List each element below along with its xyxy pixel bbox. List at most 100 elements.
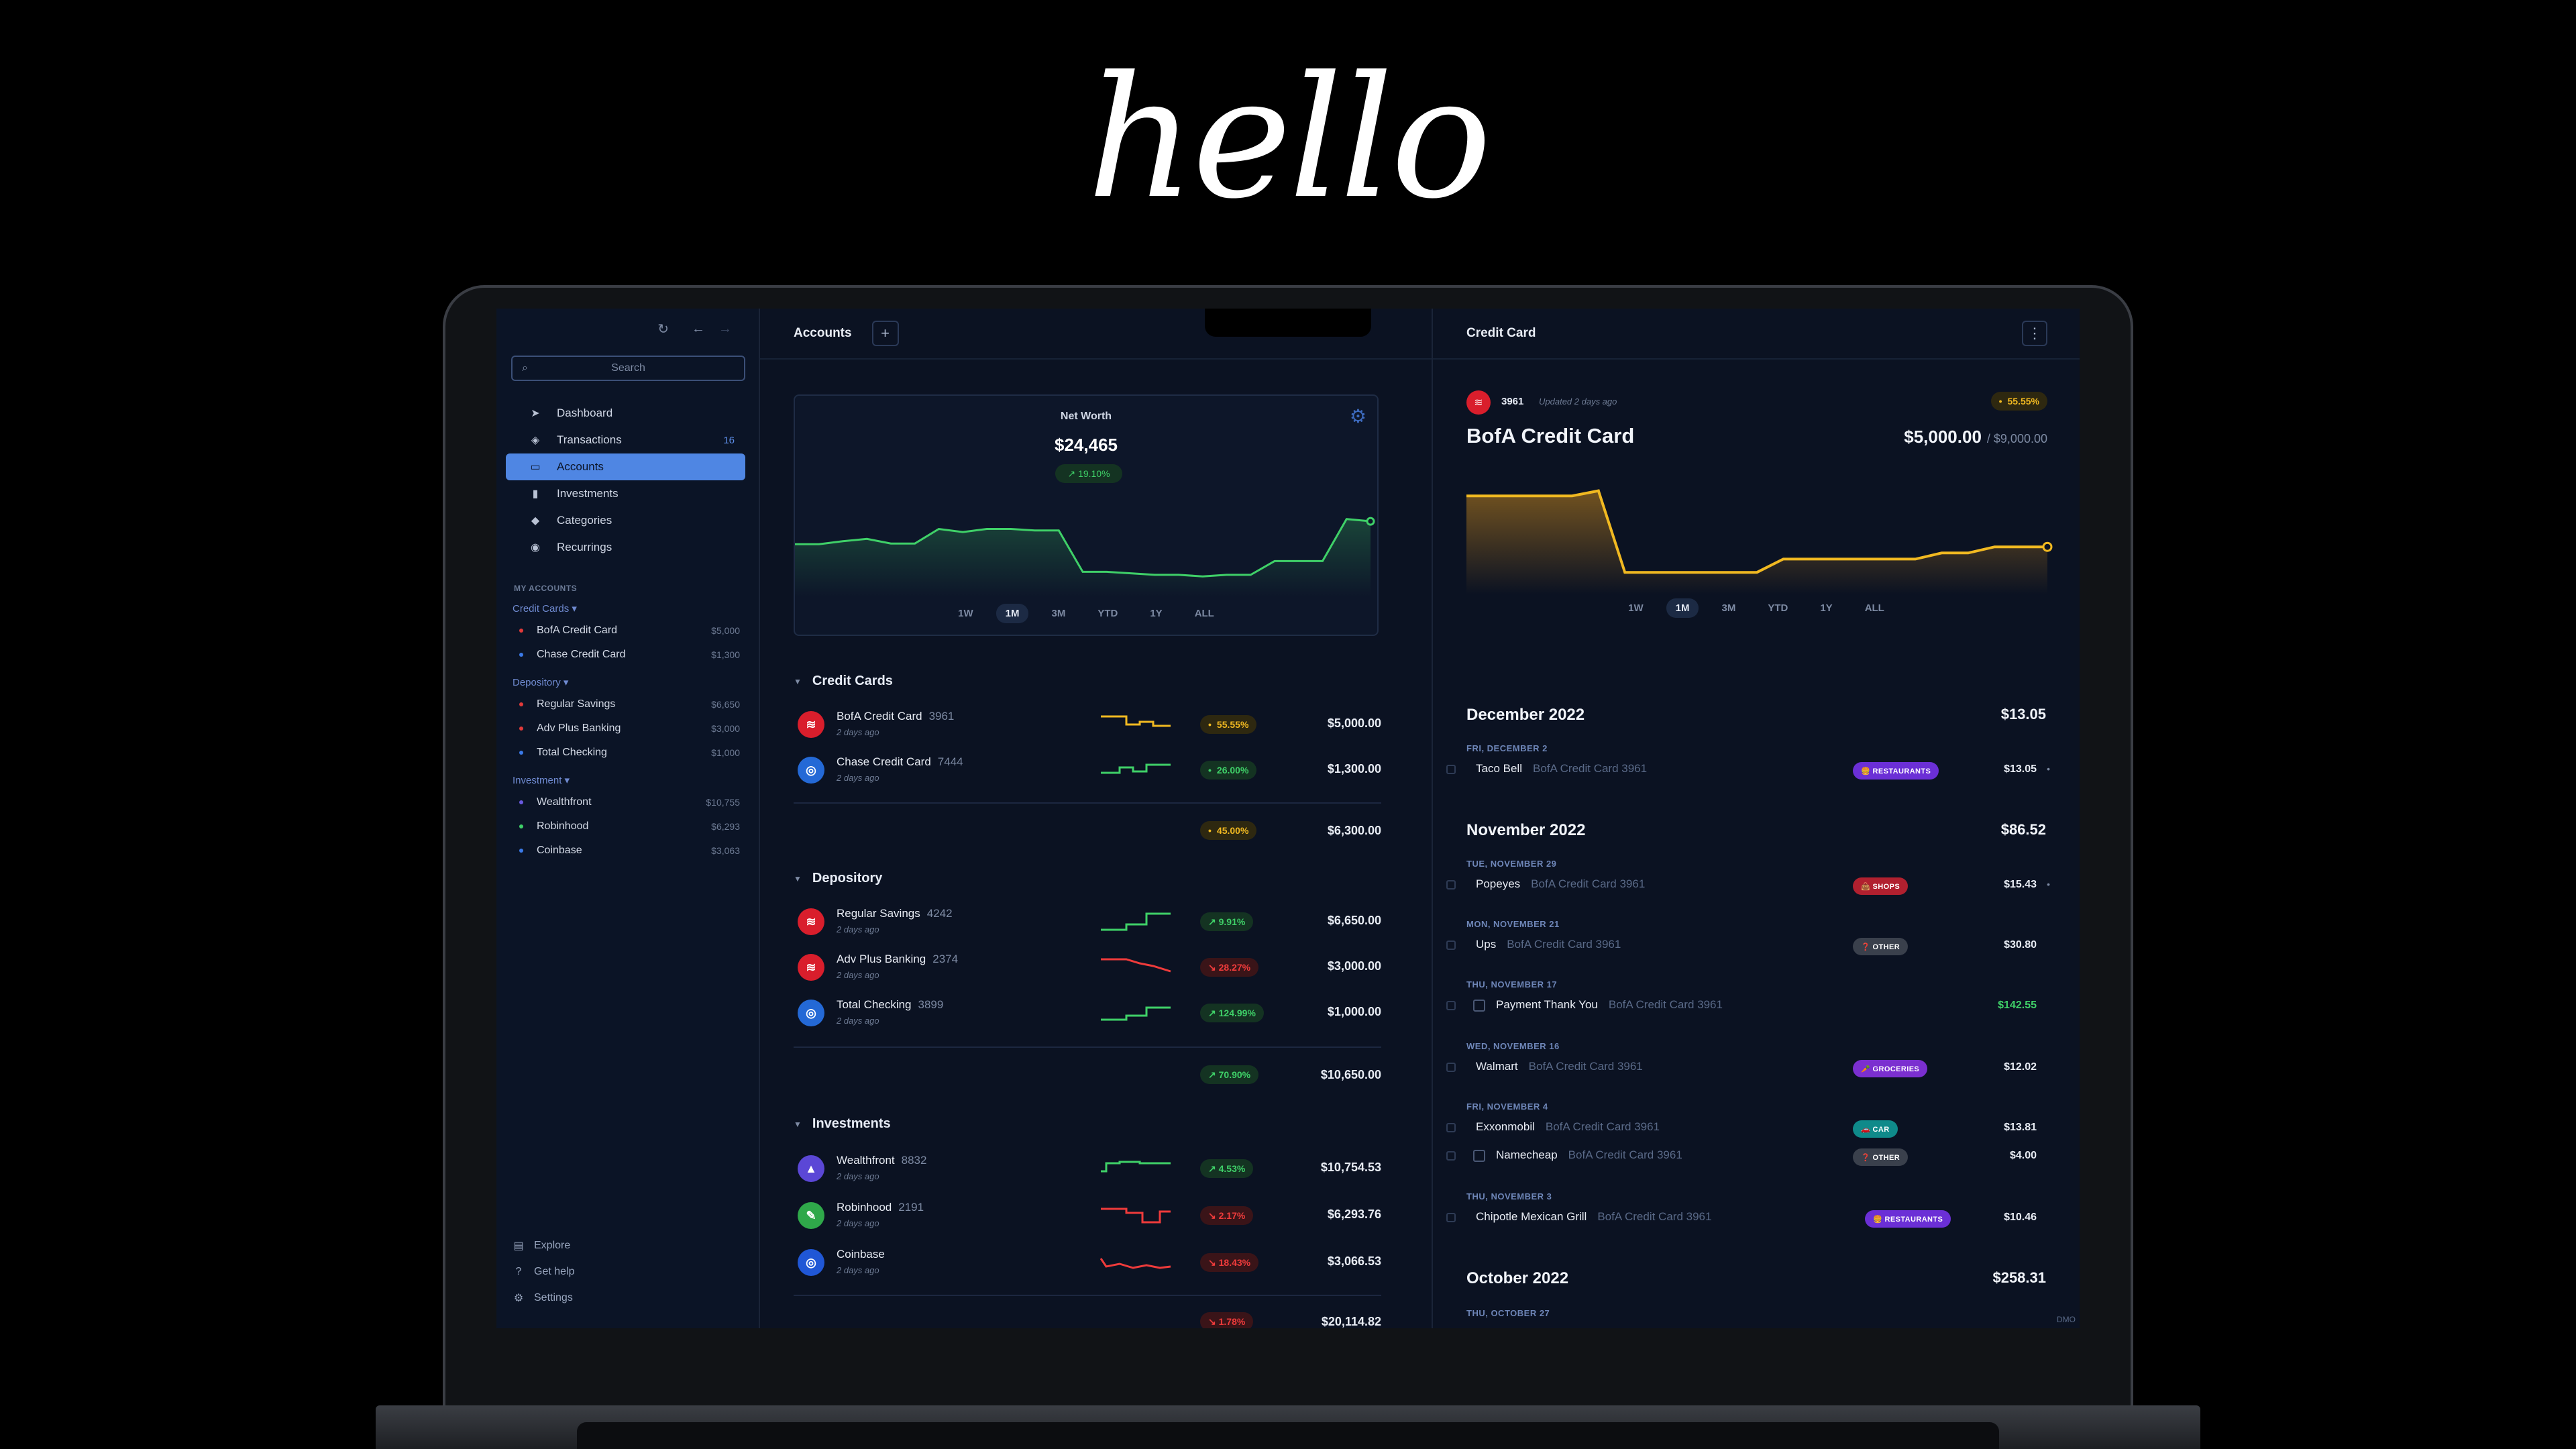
checkbox[interactable] <box>1446 941 1456 950</box>
nav-item-accounts[interactable]: ▭ Accounts <box>506 453 745 480</box>
account-name: BofA Credit Card 3961 <box>837 710 955 722</box>
category-tag[interactable]: 🍔 RESTAURANTS <box>1865 1210 1951 1228</box>
section-total: ↘ 1.78% $20,114.82 <box>1200 1308 1381 1328</box>
nav-item-categories[interactable]: ◆ Categories <box>506 507 745 534</box>
gear-icon[interactable]: ⚙ <box>1349 406 1366 427</box>
refresh-icon[interactable]: ↻ <box>657 321 669 337</box>
transaction-row[interactable]: Ups BofA Credit Card 3961 ❓ OTHER $30.80 <box>1446 934 2054 958</box>
transaction-row[interactable]: Payment Thank You BofA Credit Card 3961 $… <box>1446 994 2054 1018</box>
forward-arrow-icon[interactable]: → <box>718 321 732 336</box>
category-tag[interactable]: 👜 SHOPS <box>1853 877 1909 895</box>
account-value: $6,650.00 <box>1327 914 1381 927</box>
checkbox[interactable] <box>1446 1001 1456 1010</box>
explore-link[interactable]: ▤ Explore <box>513 1239 571 1252</box>
account-value: $3,066.53 <box>1327 1254 1381 1268</box>
bofa-logo-icon: ≋ <box>798 711 824 738</box>
account-row[interactable]: ≋ Adv Plus Banking 2374 2 days ago ↘ 28.2… <box>798 949 1381 989</box>
account-dot <box>519 751 523 755</box>
sidebar-account-wealthfront[interactable]: Wealthfront $10,755 <box>496 790 759 814</box>
nav-item-dashboard[interactable]: ➤ Dashboard <box>506 400 745 427</box>
account-row[interactable]: ◎ Coinbase 2 days ago ↘ 18.43% $3,066.53 <box>798 1244 1381 1284</box>
get-help-link[interactable]: ? Get help <box>513 1258 575 1285</box>
back-arrow-icon[interactable]: ← <box>692 321 705 336</box>
category-tag[interactable]: 🍔 RESTAURANTS <box>1853 762 1939 780</box>
account-row[interactable]: ✎ Robinhood 2191 2 days ago ↘ 2.17% $6,29… <box>798 1197 1381 1237</box>
account-value: $5,000.00 <box>1327 716 1381 730</box>
chevron-down-icon: ▼ <box>794 873 802 883</box>
range-1y[interactable]: 1Y <box>1150 608 1163 619</box>
category-tag[interactable]: 🚗 CAR <box>1853 1120 1898 1138</box>
sidebar-account-coinbase[interactable]: Coinbase $3,063 <box>496 839 759 863</box>
transaction-name: Ups BofA Credit Card 3961 <box>1476 938 1621 951</box>
checkbox[interactable] <box>1446 765 1456 774</box>
transaction-amount: $12.02 <box>2004 1061 2037 1073</box>
nav-item-label: Dashboard <box>557 407 613 419</box>
nav-item-transactions[interactable]: ◈ Transactions 16 <box>506 427 745 453</box>
section-depository[interactable]: ▼ Depository <box>794 871 883 885</box>
range-all[interactable]: ALL <box>1864 602 1884 614</box>
account-row[interactable]: ◎ Total Checking 3899 2 days ago ↗ 124.99… <box>798 994 1381 1034</box>
category-tag[interactable]: ❓ OTHER <box>1853 1148 1909 1166</box>
bar-chart-icon: ▮ <box>532 488 539 500</box>
range-1y[interactable]: 1Y <box>1820 602 1833 614</box>
range-1w[interactable]: 1W <box>1628 602 1644 614</box>
sidebar-account-regular-savings[interactable]: Regular Savings $6,650 <box>496 692 759 716</box>
checkbox[interactable] <box>1446 1213 1456 1222</box>
sidebar-account-adv-plus[interactable]: Adv Plus Banking $3,000 <box>496 716 759 741</box>
account-name: Regular Savings 4242 <box>837 907 953 920</box>
account-row[interactable]: ▲ Wealthfront 8832 2 days ago ↗ 4.53% $10… <box>798 1150 1381 1190</box>
group-depository[interactable]: Depository ▾ <box>513 677 569 688</box>
sidebar-account-total-checking[interactable]: Total Checking $1,000 <box>496 741 759 765</box>
group-investment[interactable]: Investment ▾ <box>513 775 570 786</box>
range-3m[interactable]: 3M <box>1051 608 1066 619</box>
main-nav: ➤ Dashboard ◈ Transactions 16 ▭ Accounts… <box>496 400 759 561</box>
range-3m[interactable]: 3M <box>1721 602 1736 614</box>
sidebar-footer: ▤ Explore ? Get help ⚙ Settings <box>513 1232 574 1311</box>
more-options-button[interactable]: ⋮ <box>2022 321 2047 346</box>
nav-item-label: Accounts <box>557 460 604 473</box>
account-value: $3,000.00 <box>1327 959 1381 973</box>
chevron-down-icon: ▼ <box>794 676 802 686</box>
checkbox[interactable] <box>1446 1123 1456 1132</box>
sidebar-account-bofa-credit[interactable]: BofA Credit Card $5,000 <box>496 619 759 643</box>
section-investments[interactable]: ▼ Investments <box>794 1116 891 1131</box>
range-1w[interactable]: 1W <box>958 608 973 619</box>
balance-endpoint <box>2042 541 2053 552</box>
gear-icon: ⚙ <box>513 1292 524 1304</box>
range-1m[interactable]: 1M <box>1666 598 1699 618</box>
account-row[interactable]: ≋ BofA Credit Card 3961 2 days ago • 55.55… <box>798 706 1381 746</box>
settings-link[interactable]: ⚙ Settings <box>513 1291 573 1304</box>
transaction-row[interactable]: Namecheap BofA Credit Card 3961 ❓ OTHER $… <box>1446 1144 2054 1169</box>
add-account-button[interactable]: + <box>871 321 899 346</box>
search-input[interactable]: ⌕ Search <box>511 356 745 381</box>
transaction-amount: $30.80 <box>2004 939 2037 951</box>
group-credit-cards[interactable]: Credit Cards ▾ <box>513 603 577 614</box>
checkbox[interactable] <box>1446 880 1456 890</box>
account-row[interactable]: ≋ Regular Savings 4242 2 days ago ↗ 9.91%… <box>798 903 1381 943</box>
sparkline <box>1101 715 1171 727</box>
checkbox[interactable] <box>1446 1151 1456 1161</box>
category-tag[interactable]: ❓ OTHER <box>1853 938 1909 955</box>
section-credit-cards[interactable]: ▼ Credit Cards <box>794 674 893 688</box>
transaction-row[interactable]: Taco Bell BofA Credit Card 3961 🍔 RESTAUR… <box>1446 758 2054 782</box>
transaction-row[interactable]: Exxonmobil BofA Credit Card 3961 🚗 CAR $1… <box>1446 1116 2054 1140</box>
account-updated: 2 days ago <box>837 970 879 980</box>
account-updated: 2 days ago <box>837 727 879 737</box>
account-updated: 2 days ago <box>837 1265 879 1275</box>
transaction-row[interactable]: Popeyes BofA Credit Card 3961 👜 SHOPS $15… <box>1446 873 2054 898</box>
range-ytd[interactable]: YTD <box>1097 608 1118 619</box>
account-updated: 2 days ago <box>837 924 879 934</box>
sidebar-account-robinhood[interactable]: Robinhood $6,293 <box>496 814 759 839</box>
sidebar-account-chase-credit[interactable]: Chase Credit Card $1,300 <box>496 643 759 667</box>
transaction-row[interactable]: Chipotle Mexican Grill BofA Credit Card 3… <box>1446 1206 2054 1230</box>
account-row[interactable]: ◎ Chase Credit Card 7444 2 days ago • 26.0… <box>798 751 1381 792</box>
checkbox[interactable] <box>1446 1063 1456 1072</box>
range-all[interactable]: ALL <box>1194 608 1214 619</box>
nav-item-recurrings[interactable]: ◉ Recurrings <box>506 534 745 561</box>
range-1m[interactable]: 1M <box>996 604 1029 623</box>
range-ytd[interactable]: YTD <box>1768 602 1788 614</box>
category-tag[interactable]: 🥕 GROCERIES <box>1853 1060 1928 1077</box>
nav-item-investments[interactable]: ▮ Investments <box>506 480 745 507</box>
transaction-row[interactable]: Walmart BofA Credit Card 3961 🥕 GROCERIES… <box>1446 1056 2054 1080</box>
sidebar-toolbar: ↻ ← → <box>496 309 759 349</box>
